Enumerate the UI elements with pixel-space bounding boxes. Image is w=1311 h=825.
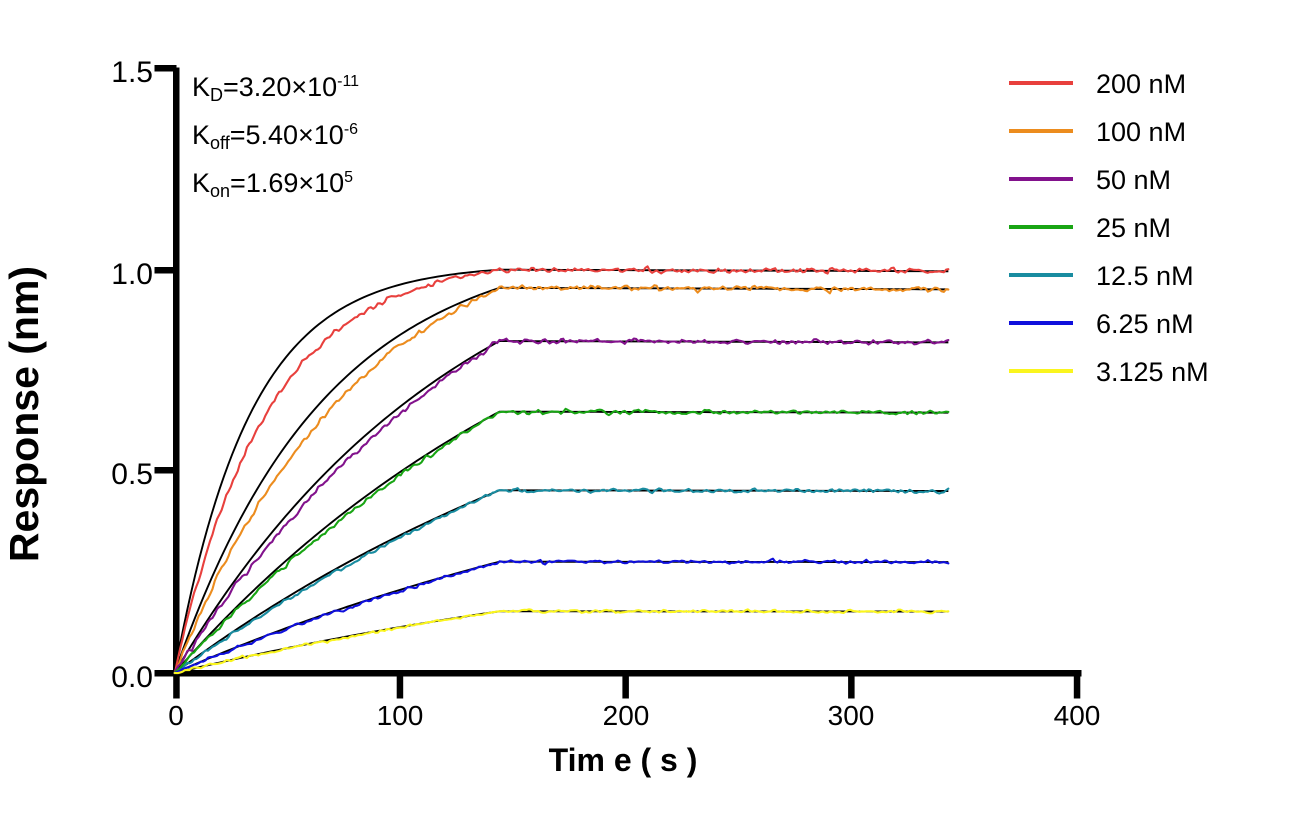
svg-text:Tim e ( s ): Tim e ( s ) <box>549 742 698 778</box>
svg-text:0: 0 <box>168 700 184 731</box>
svg-text:25 nM: 25 nM <box>1096 213 1171 243</box>
svg-text:Response (nm): Response (nm) <box>1 266 47 562</box>
svg-text:1.5: 1.5 <box>111 56 153 89</box>
svg-text:100: 100 <box>377 700 424 731</box>
svg-text:0.5: 0.5 <box>111 458 153 491</box>
svg-text:1.0: 1.0 <box>111 258 153 291</box>
svg-text:3.125 nM: 3.125 nM <box>1096 357 1209 387</box>
svg-text:300: 300 <box>828 700 875 731</box>
svg-text:100 nM: 100 nM <box>1096 117 1186 147</box>
svg-text:200: 200 <box>603 700 650 731</box>
svg-text:400: 400 <box>1054 700 1101 731</box>
svg-text:0.0: 0.0 <box>111 661 153 694</box>
svg-text:12.5 nM: 12.5 nM <box>1096 261 1194 291</box>
svg-text:6.25 nM: 6.25 nM <box>1096 309 1194 339</box>
svg-text:200 nM: 200 nM <box>1096 69 1186 99</box>
svg-text:50 nM: 50 nM <box>1096 165 1171 195</box>
